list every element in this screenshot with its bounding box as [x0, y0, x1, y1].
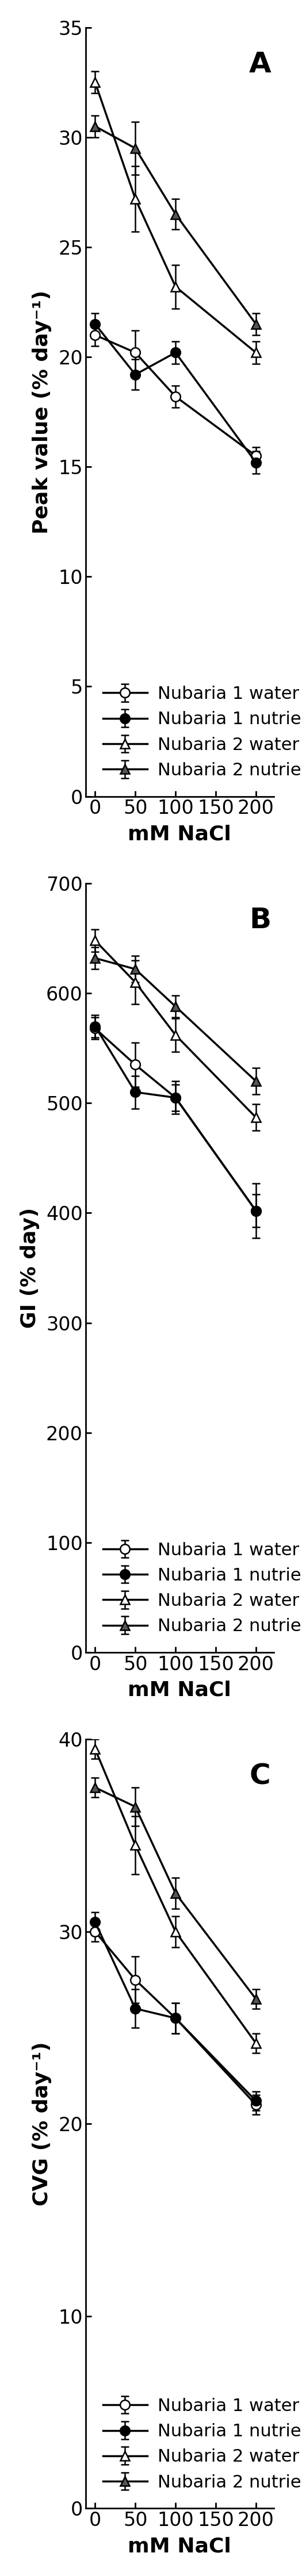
Legend: Nubaria 1 water, Nubaria 1 nutrient, Nubaria 2 water, Nubaria 2 nutrient: Nubaria 1 water, Nubaria 1 nutrient, Nub…	[94, 1533, 302, 1643]
X-axis label: mM NaCl: mM NaCl	[128, 1680, 231, 1700]
X-axis label: mM NaCl: mM NaCl	[128, 2537, 231, 2555]
Text: C: C	[249, 1762, 270, 1790]
Legend: Nubaria 1 water, Nubaria 1 nutrient, Nubaria 2 water, Nubaria 2 nutrient: Nubaria 1 water, Nubaria 1 nutrient, Nub…	[94, 677, 302, 788]
Y-axis label: Peak value (% day⁻¹): Peak value (% day⁻¹)	[32, 291, 52, 533]
Y-axis label: CVG (% day⁻¹): CVG (% day⁻¹)	[32, 2043, 52, 2205]
Legend: Nubaria 1 water, Nubaria 1 nutrient, Nubaria 2 water, Nubaria 2 nutrient: Nubaria 1 water, Nubaria 1 nutrient, Nub…	[94, 2388, 302, 2499]
X-axis label: mM NaCl: mM NaCl	[128, 824, 231, 845]
Y-axis label: GI (% day): GI (% day)	[20, 1208, 40, 1329]
Text: A: A	[249, 52, 271, 77]
Text: B: B	[249, 907, 271, 935]
